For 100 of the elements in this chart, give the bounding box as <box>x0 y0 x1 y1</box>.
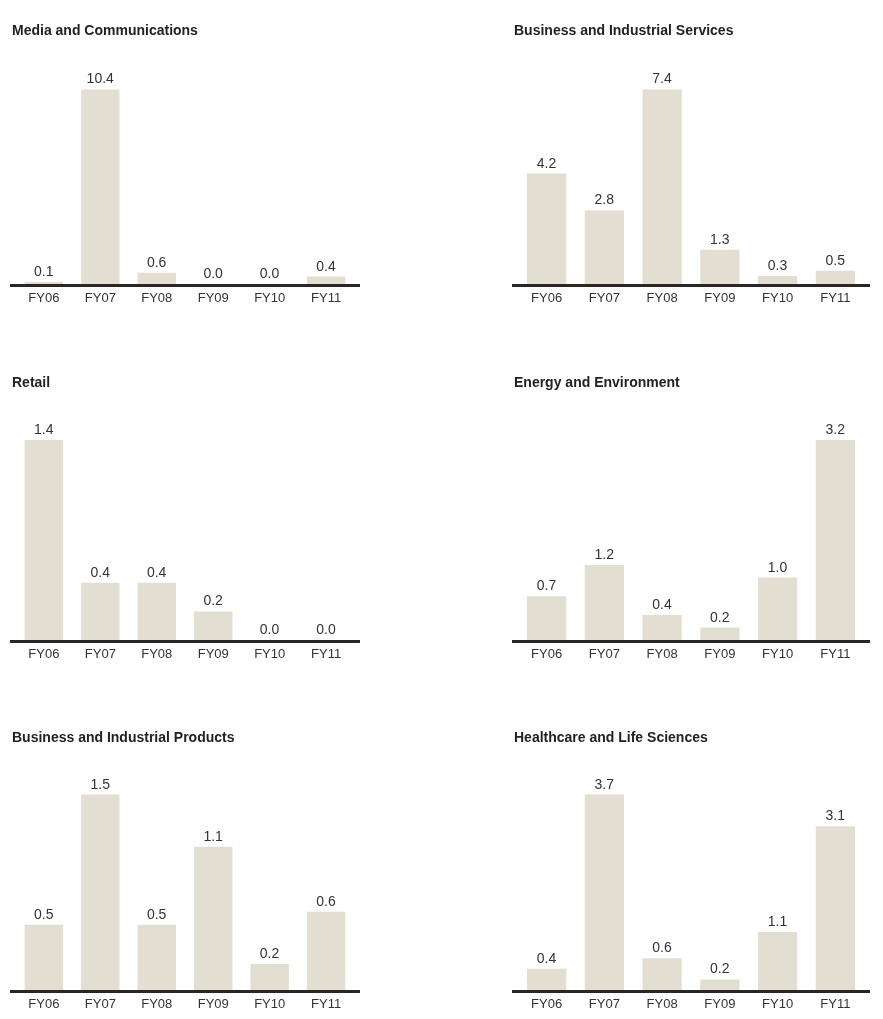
bar <box>306 911 346 990</box>
data-label: 0.2 <box>710 960 730 977</box>
bar <box>700 249 740 284</box>
data-label: 0.3 <box>767 257 788 274</box>
data-label: 1.3 <box>710 230 730 247</box>
bar <box>81 794 120 990</box>
bar <box>700 979 740 990</box>
data-label: 0.4 <box>536 949 557 966</box>
data-label: 0.6 <box>146 253 167 270</box>
bar <box>137 272 176 284</box>
data-label: 0.5 <box>825 251 846 268</box>
x-tick-label: FY11 <box>311 996 342 1012</box>
bar <box>527 968 567 990</box>
bar <box>815 826 855 990</box>
x-tick-label: FY09 <box>197 646 229 662</box>
chart-title: Retail <box>12 374 51 390</box>
x-tick-label: FY07 <box>588 996 620 1012</box>
data-label: 0.1 <box>34 263 54 279</box>
data-label: 1.0 <box>767 558 788 575</box>
x-tick-label: FY09 <box>197 996 229 1012</box>
data-label: 3.2 <box>825 421 846 437</box>
x-tick-label: FY06 <box>28 996 60 1012</box>
data-label: 3.7 <box>594 775 615 792</box>
x-tick-label: FY10 <box>762 996 794 1012</box>
data-label: 0.5 <box>146 905 167 922</box>
data-label: 0.2 <box>203 592 224 609</box>
data-label: 1.1 <box>767 912 788 929</box>
data-label: 1.5 <box>90 775 111 792</box>
bar <box>815 270 855 284</box>
x-tick-label: FY07 <box>588 290 620 306</box>
bar <box>757 931 798 990</box>
chart-title: Business and Industrial Services <box>514 22 734 38</box>
data-label: 7.4 <box>652 70 672 87</box>
bar <box>642 615 682 640</box>
x-tick-label: FY08 <box>646 646 678 662</box>
bar <box>137 924 176 990</box>
bar <box>642 89 682 284</box>
bar <box>527 173 567 284</box>
chart-title: Media and Communications <box>12 22 199 38</box>
data-label: 0.4 <box>146 563 167 580</box>
bar <box>584 794 625 990</box>
x-tick-label: FY09 <box>704 996 736 1012</box>
x-tick-label: FY06 <box>28 290 60 306</box>
data-label: 0.5 <box>34 905 54 922</box>
x-tick-label: FY06 <box>28 646 60 662</box>
x-tick-label: FY07 <box>84 996 116 1012</box>
x-tick-label: FY10 <box>762 646 794 662</box>
x-tick-label: FY06 <box>531 646 563 662</box>
x-tick-label: FY10 <box>254 290 286 306</box>
x-tick-label: FY09 <box>704 646 736 662</box>
chart-title: Healthcare and Life Sciences <box>514 729 708 745</box>
data-label: 0.0 <box>316 621 336 637</box>
data-label: 1.2 <box>594 546 615 562</box>
bar <box>24 924 64 990</box>
x-tick-label: FY08 <box>141 290 173 306</box>
data-label: 4.2 <box>536 154 557 171</box>
x-tick-label: FY11 <box>311 290 342 306</box>
x-tick-label: FY07 <box>84 290 116 306</box>
x-tick-label: FY06 <box>531 290 563 306</box>
data-label: 3.1 <box>825 807 846 824</box>
bar <box>757 577 798 640</box>
data-label: 2.8 <box>594 191 615 208</box>
data-label: 10.4 <box>86 70 115 87</box>
x-tick-label: FY08 <box>646 996 678 1012</box>
x-tick-label: FY06 <box>531 996 563 1012</box>
x-tick-label: FY11 <box>820 290 851 306</box>
x-tick-label: FY09 <box>197 290 229 306</box>
x-tick-label: FY11 <box>311 646 342 662</box>
data-label: 0.0 <box>259 621 280 637</box>
bar <box>584 210 625 284</box>
data-label: 0.4 <box>90 563 111 580</box>
bar <box>81 89 120 284</box>
data-label: 0.6 <box>652 939 672 956</box>
data-label: 0.4 <box>316 257 336 274</box>
data-label: 0.7 <box>536 577 557 594</box>
data-label: 0.2 <box>710 608 730 625</box>
data-label: 0.0 <box>259 265 280 281</box>
data-label: 0.4 <box>652 596 672 612</box>
x-tick-label: FY09 <box>704 290 736 306</box>
data-label: 1.4 <box>34 421 54 437</box>
x-tick-label: FY10 <box>254 996 286 1012</box>
bar <box>642 958 682 990</box>
x-tick-label: FY07 <box>84 646 116 662</box>
bar <box>700 627 740 640</box>
bar <box>194 846 233 990</box>
x-tick-label: FY11 <box>820 646 851 662</box>
x-tick-label: FY08 <box>646 290 678 306</box>
data-label: 0.6 <box>316 892 336 909</box>
x-tick-label: FY08 <box>141 646 173 662</box>
data-label: 1.1 <box>203 827 224 844</box>
bar <box>584 565 625 640</box>
bar <box>306 276 346 284</box>
x-tick-label: FY11 <box>820 996 851 1012</box>
x-tick-label: FY10 <box>762 290 794 306</box>
bar <box>250 963 289 990</box>
data-label: 0.0 <box>203 265 224 281</box>
bar <box>757 276 798 284</box>
x-tick-label: FY10 <box>254 646 286 662</box>
chart-title: Business and Industrial Products <box>12 729 235 745</box>
x-tick-label: FY08 <box>141 996 173 1012</box>
